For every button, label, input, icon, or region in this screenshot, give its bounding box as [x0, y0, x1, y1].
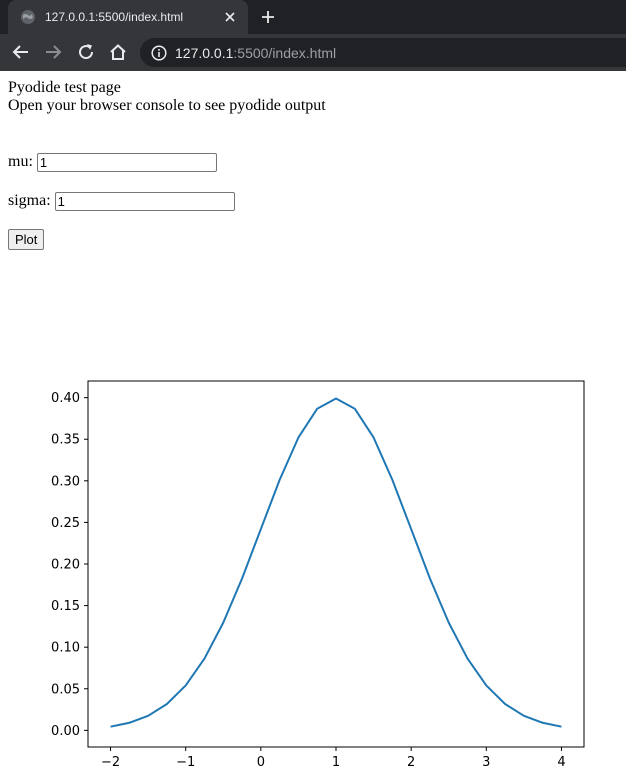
page-subtitle: Open your browser console to see pyodide… — [8, 97, 326, 114]
chart: −2 −1 0 1 2 3 4 0.00 0.05 0.10 0.15 0.20 0.25 0.30 0.3… — [0, 369, 626, 774]
series-line-0 — [110, 397, 562, 728]
forward-arrow-icon[interactable] — [42, 41, 64, 63]
y-tick-label: 0.40 — [51, 391, 80, 406]
mu-label: mu: — [8, 153, 33, 170]
sigma-label: sigma: — [8, 192, 51, 209]
x-tick-label: −2 — [101, 755, 120, 769]
y-tick-label: 0.15 — [51, 599, 80, 614]
browser-toolbar: 127.0.0.1:5500/index.html — [0, 34, 626, 71]
url-host: 127.0.0.1 — [175, 44, 234, 61]
y-tick-label: 0.05 — [51, 682, 80, 697]
x-tick-label: 4 — [557, 755, 565, 769]
close-icon[interactable] — [222, 9, 238, 25]
y-tick-label: 0.30 — [51, 474, 80, 489]
x-tick-label: 1 — [332, 755, 340, 769]
x-tick-label: 2 — [407, 755, 415, 769]
page-content: Pyodide test page Open your browser cons… — [0, 71, 626, 770]
y-tick-label: 0.20 — [51, 558, 80, 573]
url-path: :5500/index.html — [233, 44, 337, 61]
y-tick-label: 0.25 — [51, 516, 80, 531]
back-arrow-icon[interactable] — [10, 41, 32, 63]
x-tick-label: −1 — [176, 755, 195, 769]
reload-icon[interactable] — [75, 41, 97, 63]
sigma-input[interactable] — [54, 191, 235, 211]
browser-tab[interactable]: 127.0.0.1:5500/index.html — [8, 0, 248, 34]
mu-row: mu: — [8, 151, 618, 173]
mu-input[interactable] — [36, 152, 217, 172]
home-icon[interactable] — [107, 41, 129, 63]
y-tick-label: 0.35 — [51, 433, 80, 448]
info-icon[interactable] — [151, 44, 167, 61]
x-tick-label: 0 — [257, 755, 265, 769]
plot-frame — [87, 380, 585, 748]
normal-pdf-chart: −2 −1 0 1 2 3 4 0.00 0.05 0.10 0.15 0.20 0.25 0.30 0.3… — [51, 380, 585, 770]
tab-bar: 127.0.0.1:5500/index.html — [0, 0, 626, 34]
y-tick-label: 0.00 — [51, 724, 80, 739]
plus-icon[interactable] — [258, 7, 278, 27]
x-tick-label: 3 — [482, 755, 490, 769]
globe-icon — [21, 10, 35, 24]
sigma-row: sigma: — [8, 190, 618, 212]
page-title: Pyodide test page — [8, 79, 121, 96]
tab-title: 127.0.0.1:5500/index.html — [45, 10, 184, 24]
y-tick-label: 0.10 — [51, 641, 80, 656]
plot-button[interactable]: Plot — [8, 229, 45, 250]
address-bar[interactable]: 127.0.0.1:5500/index.html — [140, 38, 626, 67]
